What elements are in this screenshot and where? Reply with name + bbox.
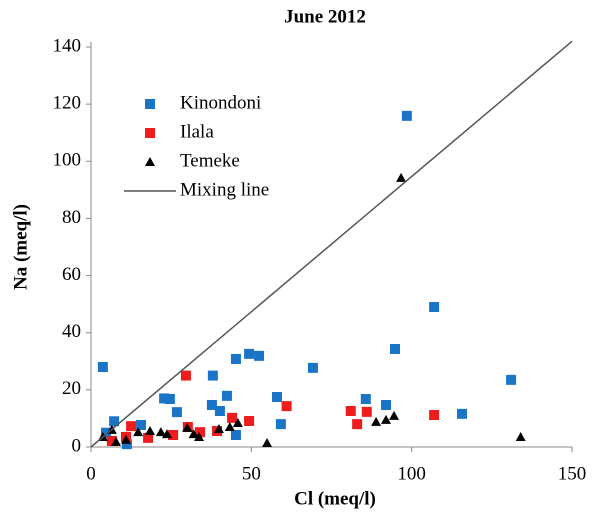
y-tick-label: 140 <box>53 35 82 56</box>
data-point <box>164 394 175 404</box>
data-point <box>227 412 238 423</box>
data-point <box>168 430 179 440</box>
data-point <box>133 427 144 437</box>
x-tick-label: 50 <box>242 463 261 484</box>
y-tick-label: 60 <box>62 264 81 285</box>
y-axis-label: Na (meq/l) <box>10 204 31 290</box>
data-point <box>126 421 137 432</box>
legend-label: Mixing line <box>180 179 269 200</box>
data-point <box>121 439 132 450</box>
data-point <box>230 430 241 440</box>
data-point <box>111 436 122 446</box>
data-point <box>271 392 282 402</box>
legend-label: Temeke <box>180 150 240 171</box>
data-point <box>275 419 286 430</box>
data-point <box>106 436 117 446</box>
legend-label: Ilala <box>180 121 214 142</box>
data-point <box>145 426 156 435</box>
data-point <box>155 427 166 437</box>
data-point <box>136 420 147 430</box>
data-point <box>232 418 243 427</box>
mixing-line <box>90 40 573 448</box>
data-point <box>101 427 112 438</box>
data-point <box>244 348 255 359</box>
data-point <box>194 432 205 441</box>
legend-marker <box>145 128 155 138</box>
y-tick-label: 120 <box>53 93 82 114</box>
data-point <box>307 362 318 373</box>
data-point <box>143 432 154 443</box>
data-point <box>97 362 108 372</box>
data-point <box>207 370 218 381</box>
data-point <box>188 429 199 439</box>
y-tick-label: 100 <box>53 150 82 171</box>
data-point <box>262 438 273 447</box>
data-point <box>389 344 400 354</box>
data-point <box>214 406 225 416</box>
x-tick-label: 150 <box>558 463 587 484</box>
data-point <box>352 419 363 430</box>
legend-label: Kinondoni <box>180 92 261 113</box>
data-point <box>171 407 182 418</box>
data-point <box>396 172 407 182</box>
data-point <box>244 416 255 426</box>
x-axis-label: Cl (meq/l) <box>294 488 376 509</box>
data-point <box>381 400 392 410</box>
data-point <box>254 350 265 361</box>
data-point <box>161 429 172 439</box>
y-tick-label: 80 <box>62 207 81 228</box>
data-point <box>457 408 468 419</box>
data-point <box>109 416 120 427</box>
data-point <box>371 416 382 426</box>
data-point <box>429 302 440 312</box>
data-point <box>281 401 292 412</box>
data-point <box>381 414 392 424</box>
data-point <box>389 410 400 420</box>
y-tick-label: 40 <box>62 321 81 342</box>
data-point <box>195 427 206 438</box>
data-point <box>206 400 217 410</box>
legend-marker <box>145 157 155 166</box>
x-tick-label: 100 <box>397 463 426 484</box>
data-point <box>360 394 371 404</box>
data-point <box>221 390 232 401</box>
data-point <box>515 432 526 441</box>
chart-title: June 2012 <box>284 6 366 27</box>
data-point <box>159 393 170 404</box>
x-tick-label: 0 <box>86 463 96 484</box>
data-point <box>182 422 193 432</box>
data-point <box>213 424 224 433</box>
data-point <box>401 110 412 121</box>
legend-marker <box>145 99 155 109</box>
data-point <box>429 410 440 420</box>
data-point <box>230 354 241 364</box>
data-point <box>224 422 235 431</box>
data-point <box>180 370 191 381</box>
y-tick-label: 0 <box>72 435 82 456</box>
data-point <box>361 406 372 417</box>
data-point <box>506 374 517 385</box>
data-point <box>345 406 356 416</box>
data-point <box>120 434 131 444</box>
y-tick-label: 20 <box>62 378 81 399</box>
